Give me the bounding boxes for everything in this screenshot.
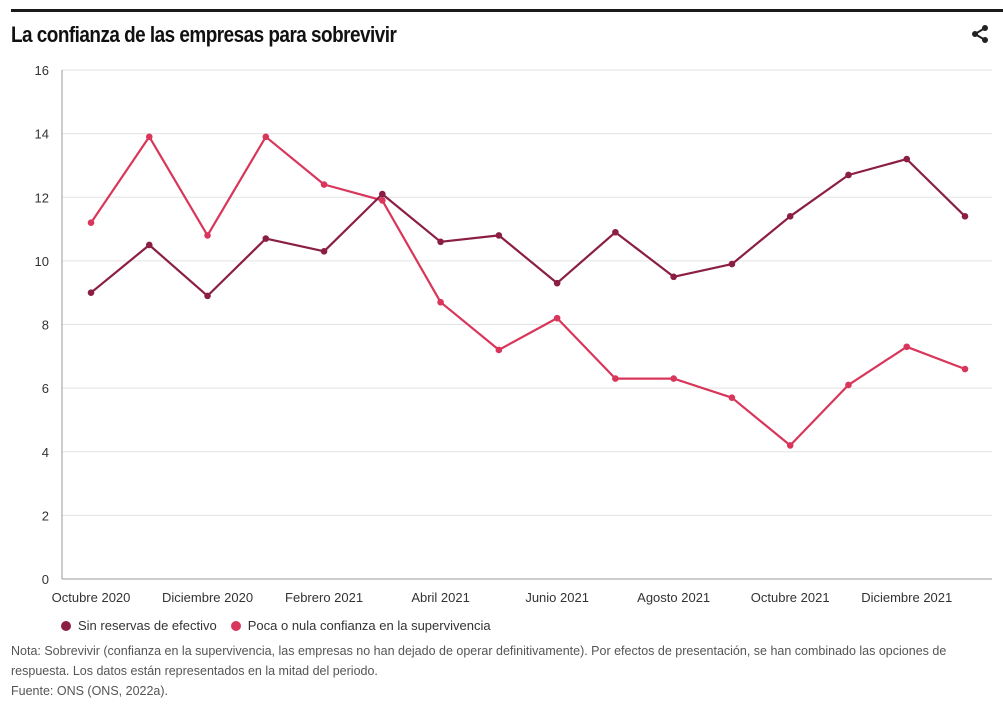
data-point — [204, 292, 211, 300]
top-rule — [11, 9, 1003, 12]
data-point — [379, 197, 386, 204]
y-axis: 0 2 4 6 8 10 12 14 16 — [35, 63, 49, 587]
data-point — [728, 260, 736, 268]
x-tick-label: Octubre 2020 — [52, 590, 131, 605]
data-point — [320, 181, 328, 188]
data-point — [437, 298, 444, 306]
gridlines — [61, 69, 992, 580]
x-tick-label: Junio 2021 — [525, 590, 589, 605]
data-point — [903, 343, 911, 351]
note-text: respuesta. Los datos están representados… — [11, 664, 378, 678]
data-point — [495, 346, 503, 354]
footnote: Nota: Sobrevivir (confianza en la superv… — [11, 641, 1001, 701]
y-tick-label: 10 — [35, 254, 49, 269]
y-tick-label: 8 — [42, 318, 49, 333]
data-point — [612, 375, 619, 382]
note-text: Nota: Sobrevivir (confianza en la superv… — [11, 644, 947, 658]
legend-label: Sin reservas de efectivo — [78, 618, 217, 633]
y-tick-label: 6 — [42, 381, 49, 396]
x-tick-label: Abril 2021 — [411, 590, 470, 605]
data-point — [320, 248, 328, 255]
chart-title: La confianza de las empresas para sobrev… — [11, 22, 397, 47]
data-point — [437, 238, 444, 246]
data-point — [145, 133, 153, 141]
x-axis: Octubre 2020 Diciembre 2020 Febrero 2021 Ab… — [52, 590, 953, 605]
series-line — [90, 135, 966, 447]
y-tick-label: 14 — [35, 127, 49, 142]
data-point — [961, 213, 969, 220]
data-point — [670, 375, 677, 382]
data-point — [495, 232, 503, 239]
series-line — [90, 158, 966, 297]
x-tick-label: Octubre 2021 — [751, 590, 830, 605]
data-point — [786, 442, 794, 449]
y-tick-label: 4 — [42, 445, 49, 460]
data-point — [612, 228, 619, 236]
legend-marker-icon — [61, 620, 71, 631]
y-tick-label: 0 — [42, 572, 49, 587]
data-point — [262, 133, 270, 141]
data-point — [553, 279, 561, 287]
legend-item-poca-confianza[interactable]: Poca o nula confianza en la supervivenci… — [230, 618, 491, 633]
source-text: Fuente: ONS (ONS, 2022a). — [11, 684, 169, 698]
share-button[interactable] — [970, 24, 990, 44]
share-icon — [972, 25, 988, 43]
y-tick-label: 12 — [35, 190, 49, 205]
x-tick-label: Agosto 2021 — [637, 590, 710, 605]
data-point — [845, 381, 852, 389]
x-tick-label: Diciembre 2021 — [861, 590, 952, 605]
data-point — [553, 314, 561, 322]
legend-label: Poca o nula confianza en la supervivenci… — [247, 618, 491, 633]
data-point — [728, 394, 736, 401]
legend: Sin reservas de efectivo Poca o nula con… — [61, 618, 491, 633]
legend-marker-icon — [230, 620, 241, 631]
data-point — [87, 219, 95, 226]
data-point — [903, 155, 911, 163]
data-point — [961, 365, 969, 373]
legend-item-sin-reservas[interactable]: Sin reservas de efectivo — [61, 618, 217, 633]
data-point — [87, 289, 95, 296]
x-tick-label: Febrero 2021 — [285, 590, 363, 605]
data-point — [786, 213, 794, 220]
data-point — [670, 273, 677, 281]
data-point — [262, 235, 270, 242]
data-point — [204, 232, 211, 239]
x-tick-label: Diciembre 2020 — [162, 590, 253, 605]
y-tick-label: 16 — [35, 63, 49, 78]
data-point — [379, 190, 386, 198]
data-point — [145, 241, 153, 249]
data-point — [845, 171, 852, 179]
series-group — [87, 133, 969, 449]
line-chart: 0 2 4 6 8 10 12 14 16 Octubre 2020 Diciembre 2020… — [35, 63, 992, 605]
y-tick-label: 2 — [42, 508, 49, 523]
